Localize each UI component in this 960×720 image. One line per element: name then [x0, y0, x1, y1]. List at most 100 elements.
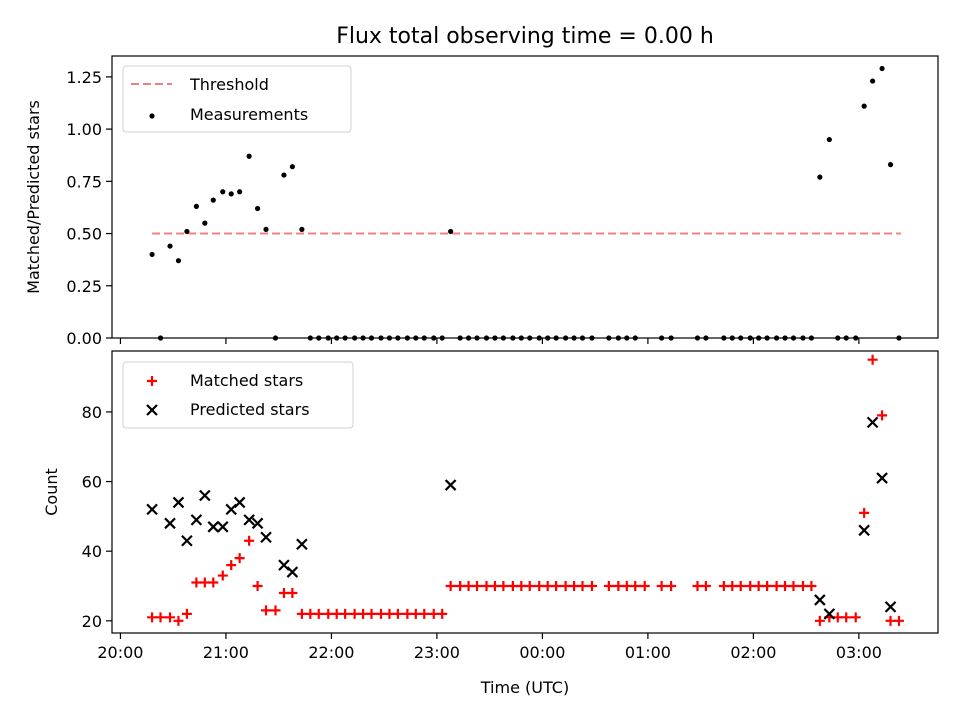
- measurement-point: [167, 243, 173, 249]
- measurement-point: [861, 103, 867, 109]
- measurement-point: [220, 189, 226, 195]
- measurement-point: [237, 189, 243, 195]
- matched-stars-point: [181, 608, 192, 619]
- bottom-axes-frame: [111, 350, 939, 634]
- bottom-xtick-label-4: 00:00: [519, 643, 565, 662]
- legend-predicted-swatch: [146, 404, 158, 416]
- matched-stars-point: [498, 581, 509, 591]
- matched-stars-point: [384, 608, 395, 619]
- matched-stars-point: [516, 581, 527, 591]
- bottom-axes: 20 40 60 80 Count 20:00 21:00 22:00 23:00 00:00 01…: [42, 350, 939, 697]
- matched-stars-point: [428, 608, 439, 619]
- bottom-ytick-label-1: 40: [82, 542, 102, 561]
- measurement-point: [228, 191, 234, 197]
- matched-stars-point: [885, 615, 896, 626]
- figure-title: Flux total observing time = 0.00 h: [336, 24, 714, 49]
- matched-stars-point: [173, 615, 184, 626]
- top-legend-box: [122, 65, 352, 133]
- measurement-point: [448, 228, 454, 235]
- legend-threshold-label: Threshold: [189, 75, 269, 94]
- matched-stars-point: [735, 581, 746, 591]
- predicted-stars-point: [207, 521, 220, 533]
- matched-stars-point: [569, 581, 580, 591]
- matched-stars-point: [323, 608, 334, 619]
- matched-stars-point: [577, 581, 588, 591]
- measurement-point: [281, 172, 287, 178]
- predicted-stars-point: [164, 517, 176, 530]
- matched-stars-point: [278, 587, 289, 598]
- matched-stars-point: [867, 354, 878, 365]
- top-ytick-label-2: 0.50: [66, 225, 102, 244]
- matched-stars-point: [692, 581, 703, 591]
- matched-stars-point: [551, 581, 562, 591]
- predicted-stars-point: [260, 531, 272, 544]
- bottom-xtick-label-0: 20:00: [97, 643, 143, 662]
- matched-stars-point: [199, 577, 210, 588]
- matched-stars-point: [270, 605, 281, 616]
- matched-stars-point: [877, 410, 888, 421]
- predicted-stars-point: [190, 514, 203, 526]
- matched-stars-point: [745, 581, 756, 591]
- matched-stars-point: [419, 608, 430, 619]
- matched-stars-point: [349, 608, 360, 619]
- matched-stars-point: [639, 581, 650, 591]
- matched-stars-point: [560, 581, 571, 591]
- matched-stars-point: [226, 560, 237, 571]
- measurement-point: [254, 205, 261, 212]
- legend-matched-label: Matched stars: [190, 371, 303, 390]
- matched-stars-point: [331, 608, 342, 619]
- matched-stars-point: [155, 612, 166, 623]
- matched-stars-point: [191, 577, 202, 588]
- legend-matched-swatch: [147, 376, 157, 386]
- predicted-stars-point: [243, 514, 255, 526]
- top-legend: Threshold Measurements: [122, 65, 352, 133]
- measurement-point: [299, 226, 305, 232]
- top-ytick-label-5: 1.25: [66, 68, 102, 87]
- legend-predicted-label: Predicted stars: [190, 400, 310, 419]
- matched-stars-point: [630, 581, 641, 591]
- legend-measurements-label: Measurements: [190, 105, 308, 124]
- matched-stars-point: [445, 581, 456, 591]
- predicted-stars-point: [444, 479, 457, 491]
- matched-stars-point: [392, 608, 403, 619]
- matched-stars-point: [656, 581, 667, 591]
- matched-stars-point: [402, 608, 413, 619]
- matched-stars-point: [534, 581, 545, 591]
- matched-stars-point: [358, 608, 369, 619]
- measurement-point: [869, 78, 876, 84]
- matched-stars-point: [850, 612, 861, 623]
- measurement-point: [263, 226, 269, 232]
- matched-stars-point: [208, 577, 219, 588]
- predicted-stars-point: [884, 601, 897, 613]
- measurement-point: [210, 197, 216, 203]
- matched-stars-point: [771, 581, 782, 591]
- matched-stars-point: [524, 581, 535, 591]
- measurement-point: [817, 174, 823, 180]
- matched-stars-point: [700, 581, 711, 591]
- bottom-ytick-label-0: 20: [82, 612, 102, 631]
- matched-stars-point: [244, 535, 255, 546]
- predicted-stars-point: [251, 517, 264, 530]
- bottom-ytick-label-3: 80: [82, 403, 102, 422]
- matched-stars-point: [463, 581, 474, 591]
- matched-stars-point: [762, 581, 773, 591]
- measurement-point: [246, 153, 252, 159]
- matched-stars-point: [893, 615, 904, 626]
- matched-stars-point: [542, 581, 553, 591]
- top-ytick-label-3: 0.75: [66, 172, 102, 191]
- measurement-point: [184, 228, 190, 235]
- matched-stars-point: [841, 612, 852, 623]
- predicted-stars-point: [296, 538, 308, 550]
- top-ytick-label-0: 0.00: [66, 329, 102, 348]
- top-ytick-label-1: 0.25: [66, 277, 102, 296]
- matched-stars-point: [814, 615, 825, 626]
- matched-stars-point: [481, 581, 492, 591]
- predicted-stars-point: [286, 566, 299, 578]
- predicted-stars-point: [233, 496, 246, 509]
- bottom-xtick-label-6: 02:00: [730, 643, 776, 662]
- predicted-stars-point: [858, 524, 870, 537]
- matched-stars-point: [366, 608, 377, 619]
- matched-stars-point: [613, 581, 624, 591]
- predicted-stars-point: [814, 594, 826, 606]
